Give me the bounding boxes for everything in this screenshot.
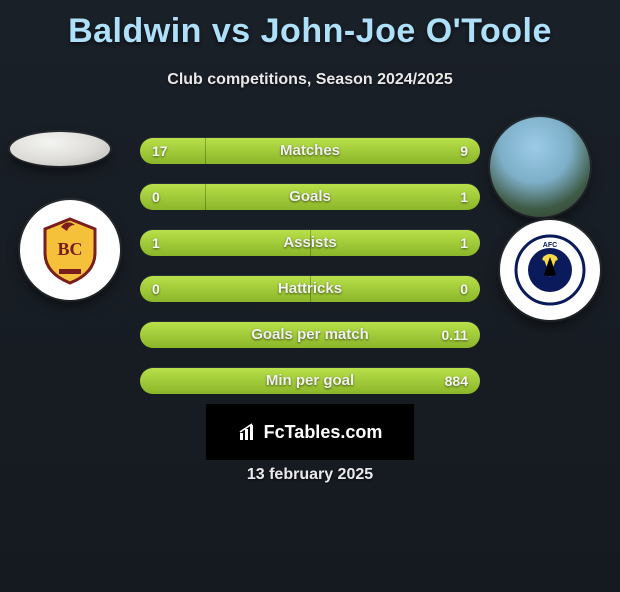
club-left-crest-icon: BC [33,213,107,287]
stat-value-right: 1 [460,230,468,256]
svg-text:AFC: AFC [543,242,557,249]
page-title: Baldwin vs John-Joe O'Toole [0,12,620,51]
stat-row: Assists1 1 [140,230,480,256]
stat-label: Min per goal [140,368,480,394]
stat-value-left: 1 [152,230,160,256]
club-left-badge: BC [20,200,120,300]
stat-value-left: 17 [152,138,168,164]
club-right-crest-icon: AFC [513,233,587,307]
stat-value-left: 0 [152,276,160,302]
svg-text:BC: BC [57,239,82,259]
stat-row: Goals per match0.11 [140,322,480,348]
stat-value-right: 1 [460,184,468,210]
stat-value-right: 0 [460,276,468,302]
stat-label: Hattricks [140,276,480,302]
stat-value-right: 884 [445,368,468,394]
brand-footer: FcTables.com [206,404,414,460]
stat-row: Hattricks0 0 [140,276,480,302]
player-right-avatar [490,117,590,217]
stat-row: Min per goal884 [140,368,480,394]
stat-row: Matches17 9 [140,138,480,164]
stat-value-left: 0 [152,184,160,210]
stat-value-right: 9 [460,138,468,164]
stat-label: Goals per match [140,322,480,348]
stat-label: Goals [140,184,480,210]
stat-label: Assists [140,230,480,256]
date-label: 13 february 2025 [0,466,620,484]
club-right-badge: AFC [500,220,600,320]
player-left-avatar [10,132,110,166]
subtitle: Club competitions, Season 2024/2025 [0,71,620,89]
stat-value-right: 0.11 [442,322,468,348]
stat-label: Matches [140,138,480,164]
stat-row: Goals0 1 [140,184,480,210]
stats-bars: Matches179Goals01Assists11Hattricks00Goa… [140,138,480,414]
brand-icon [238,422,258,442]
brand-text: FcTables.com [264,422,383,443]
